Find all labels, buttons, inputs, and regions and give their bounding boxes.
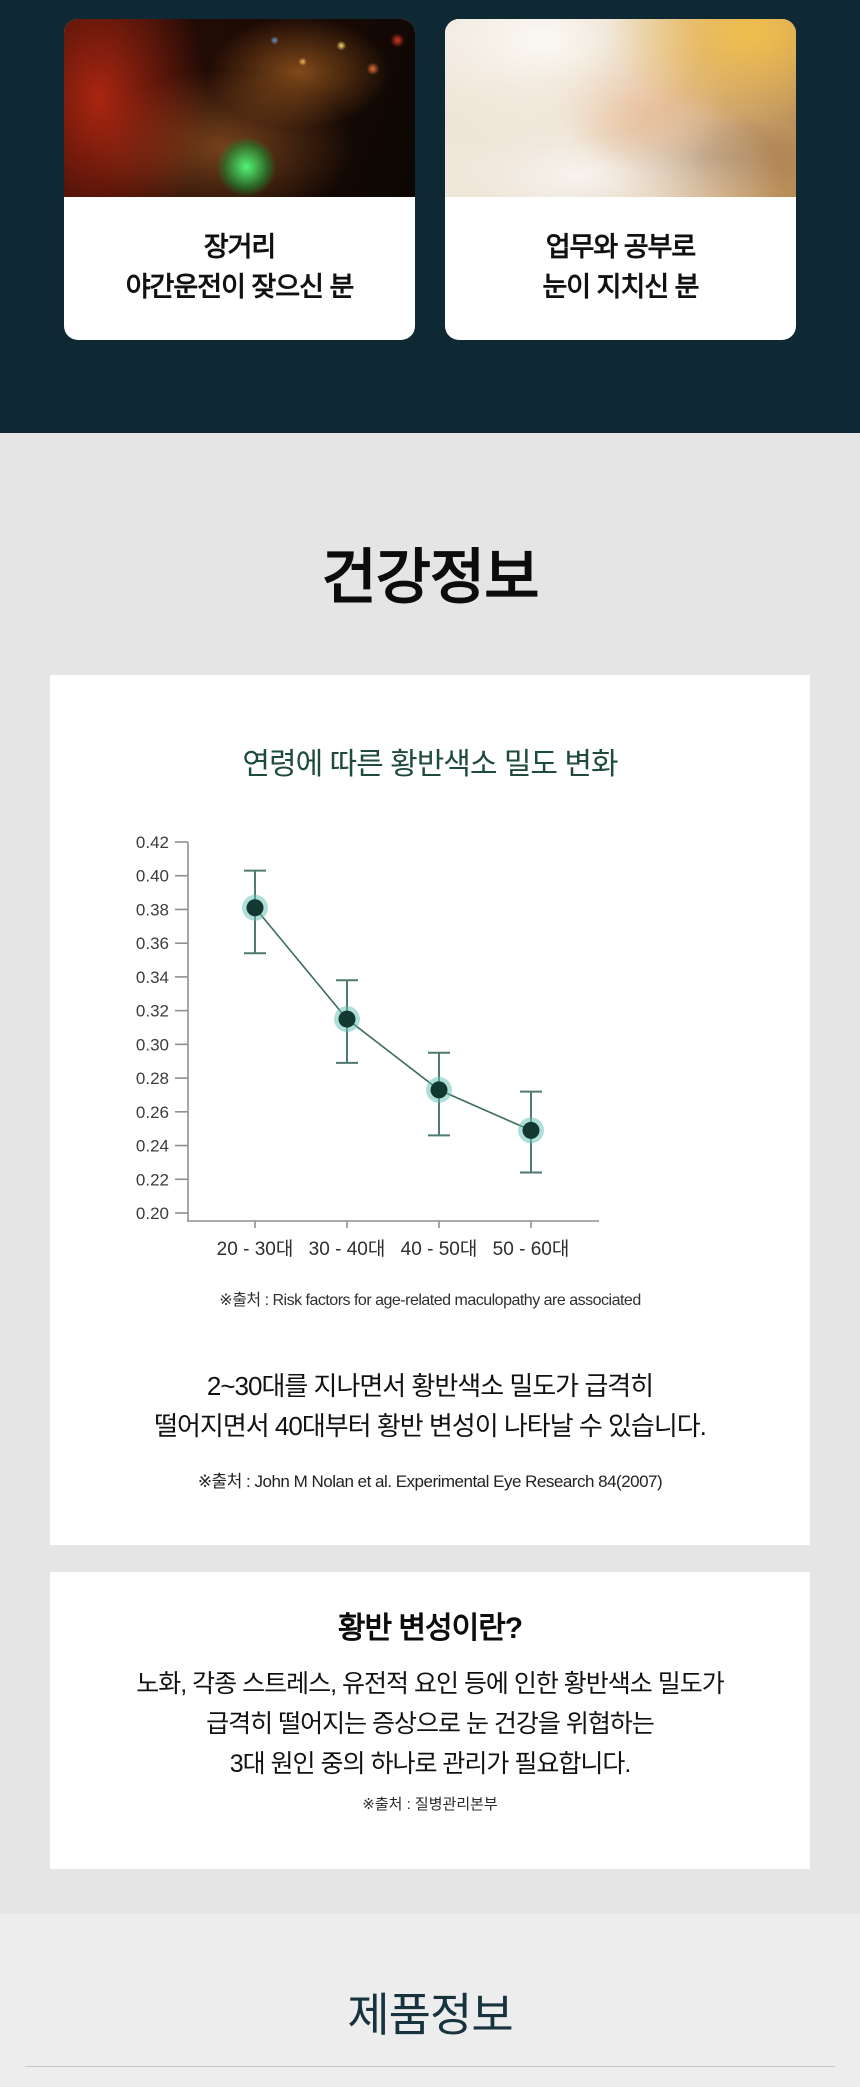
svg-text:0.38: 0.38 bbox=[136, 900, 169, 919]
macular-card-source: ※출처 : 질병관리본부 bbox=[362, 1796, 498, 1813]
health-info-section: 건강정보 연령에 따른 황반색소 밀도 변화 0.42 0.40 0.38 0.36 0… bbox=[0, 433, 860, 1914]
chart-wrap: 0.42 0.40 0.38 0.36 0.34 0.32 0.30 0.28 0.26 0.24… bbox=[128, 827, 810, 1282]
svg-text:0.42: 0.42 bbox=[136, 833, 169, 852]
macular-density-chart: 0.42 0.40 0.38 0.36 0.34 0.32 0.30 0.28 0.26 0.24… bbox=[136, 833, 599, 1260]
footer-divider bbox=[25, 2066, 835, 2067]
audience-card-line2: 야간운전이 잦으신 분 bbox=[125, 272, 355, 302]
audience-card-night-driving: 장거리 야간운전이 잦으신 분 bbox=[64, 19, 415, 340]
health-info-title: 건강정보 bbox=[321, 544, 540, 611]
svg-text:0.34: 0.34 bbox=[136, 968, 169, 987]
svg-text:0.28: 0.28 bbox=[136, 1069, 169, 1088]
svg-text:0.20: 0.20 bbox=[136, 1204, 169, 1223]
audience-card-text: 업무와 공부로 눈이 지치신 분 bbox=[445, 197, 796, 307]
macular-card-body: 노화, 각종 스트레스, 유전적 요인 등에 인한 황반색소 밀도가 급격히 떨… bbox=[50, 1664, 810, 1784]
chart-body-text: 2~30대를 지나면서 황반색소 밀도가 급격히 떨어지면서 40대부터 황반 … bbox=[50, 1366, 810, 1446]
svg-text:0.26: 0.26 bbox=[136, 1103, 169, 1122]
audience-cards: 장거리 야간운전이 잦으신 분 업무와 공부로 눈이 지치신 분 bbox=[64, 19, 796, 340]
chart-body-line1: 2~30대를 지나면서 황반색소 밀도가 급격히 bbox=[206, 1371, 654, 1401]
macular-degeneration-card: 황반 변성이란? 노화, 각종 스트레스, 유전적 요인 등에 인한 황반색소 … bbox=[50, 1572, 810, 1869]
chart-title: 연령에 따른 황반색소 밀도 변화 bbox=[242, 748, 618, 781]
svg-text:30 - 40대: 30 - 40대 bbox=[309, 1238, 386, 1260]
svg-text:20 - 30대: 20 - 30대 bbox=[217, 1238, 294, 1260]
svg-text:0.22: 0.22 bbox=[136, 1170, 169, 1189]
audience-card-text: 장거리 야간운전이 잦으신 분 bbox=[64, 197, 415, 307]
svg-text:40 - 50대: 40 - 50대 bbox=[401, 1238, 478, 1260]
svg-text:0.40: 0.40 bbox=[136, 867, 169, 886]
writing-study-photo bbox=[445, 19, 796, 197]
svg-text:0.30: 0.30 bbox=[136, 1035, 169, 1054]
night-driving-photo bbox=[64, 19, 415, 197]
hero-section: 장거리 야간운전이 잦으신 분 업무와 공부로 눈이 지치신 분 bbox=[0, 0, 860, 433]
svg-text:0.24: 0.24 bbox=[136, 1137, 169, 1156]
audience-card-work-study: 업무와 공부로 눈이 지치신 분 bbox=[445, 19, 796, 340]
chart-source: ※출처 : Risk factors for age-related macul… bbox=[219, 1292, 641, 1309]
svg-text:50 - 60대: 50 - 60대 bbox=[493, 1238, 570, 1260]
chart-body-source: ※출처 : John M Nolan et al. Experimental E… bbox=[197, 1472, 663, 1491]
audience-card-line1: 업무와 공부로 bbox=[545, 232, 697, 262]
audience-card-line2: 눈이 지치신 분 bbox=[542, 272, 699, 302]
chart-card: 연령에 따른 황반색소 밀도 변화 0.42 0.40 0.38 0.36 0.34 0.… bbox=[50, 675, 810, 1545]
audience-card-line1: 장거리 bbox=[203, 232, 277, 262]
product-info-section: 제품정보 bbox=[0, 1914, 860, 2087]
chart-body-line2: 떨어지면서 40대부터 황반 변성이 나타날 수 있습니다. bbox=[154, 1411, 707, 1441]
macular-card-title: 황반 변성이란? bbox=[337, 1612, 523, 1645]
svg-text:0.36: 0.36 bbox=[136, 934, 169, 953]
product-info-title: 제품정보 bbox=[347, 1989, 513, 2041]
macular-body-line1: 노화, 각종 스트레스, 유전적 요인 등에 인한 황반색소 밀도가 bbox=[136, 1670, 724, 1698]
macular-body-line3: 3대 원인 중의 하나로 관리가 필요합니다. bbox=[229, 1750, 632, 1778]
svg-text:0.32: 0.32 bbox=[136, 1002, 169, 1021]
macular-body-line2: 급격히 떨어지는 증상으로 눈 건강을 위협하는 bbox=[206, 1710, 655, 1738]
